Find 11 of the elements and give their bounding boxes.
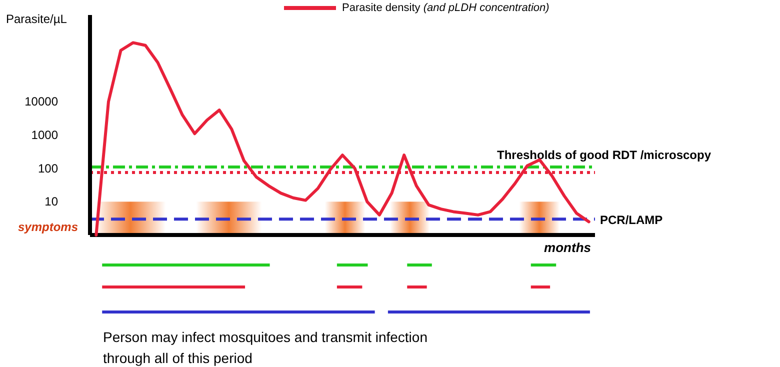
y-tick-label: 10: [44, 194, 58, 209]
ref-line-label: Thresholds of good RDT /microscopy: [497, 148, 712, 162]
legend-label: Parasite density (and pLDH concentration): [342, 2, 550, 14]
y-tick-label: 10000: [24, 94, 58, 109]
y-tick-label: 100: [38, 161, 58, 176]
text: symptoms: [18, 220, 78, 234]
y-tick-label: 1000: [31, 128, 58, 142]
ref-line-label: PCR/LAMP: [600, 213, 663, 228]
x-axis-title: months: [544, 240, 591, 255]
text: Person may infect mosquitoes and transmit infection through all of this period: [103, 329, 428, 366]
y-axis-title: Parasite/µL: [6, 12, 68, 26]
